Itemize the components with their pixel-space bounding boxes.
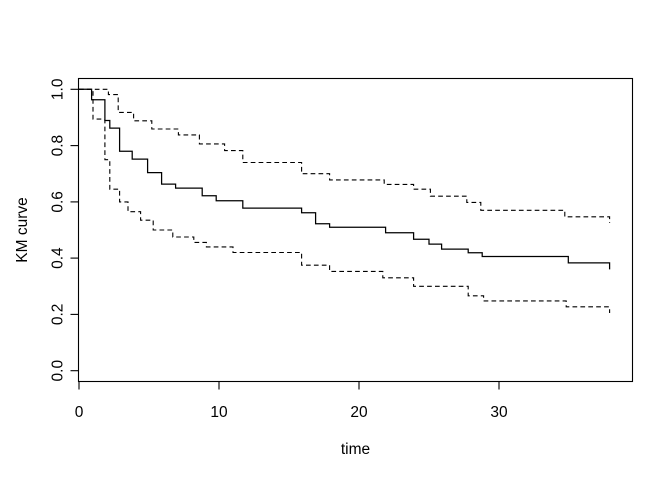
curve-upper-ci xyxy=(79,88,611,223)
y-tick-label: 0.4 xyxy=(50,247,67,269)
x-tick-label: 0 xyxy=(75,404,84,421)
x-tick-label: 30 xyxy=(490,404,508,421)
y-axis-label: KM curve xyxy=(14,197,31,262)
y-tick-label: 0.2 xyxy=(50,304,67,326)
curve-km-estimate xyxy=(79,88,611,270)
x-tick-label: 20 xyxy=(350,404,368,421)
x-axis-ticks: 0 10 20 30 xyxy=(75,381,508,421)
y-tick-label: 0.6 xyxy=(50,191,67,213)
y-tick-label: 0.8 xyxy=(50,135,67,157)
x-axis-label: time xyxy=(341,441,370,458)
plot-box xyxy=(77,77,634,383)
km-curves xyxy=(79,88,611,313)
y-tick-label: 0.0 xyxy=(50,360,67,382)
y-tick-label: 1.0 xyxy=(50,78,67,100)
curve-lower-ci xyxy=(79,88,611,313)
x-tick-label: 10 xyxy=(210,404,228,421)
y-axis-ticks: 0.0 0.2 0.4 0.6 0.8 1.0 xyxy=(50,78,79,381)
